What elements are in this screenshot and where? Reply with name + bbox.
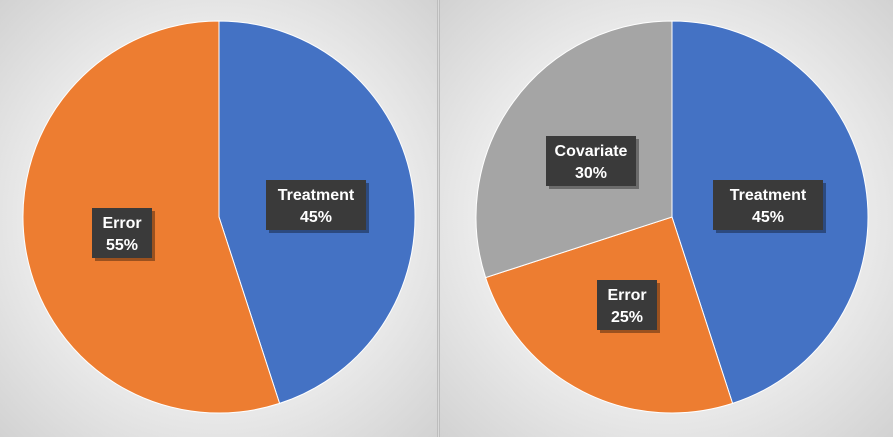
data-label-category: Treatment [278, 187, 355, 204]
data-label-value: 30% [575, 165, 607, 182]
pie-chart-left: Treatment 45% Error 55% [22, 20, 416, 414]
data-label-category: Treatment [730, 187, 807, 204]
data-label-value: 25% [611, 309, 643, 326]
data-label-error: Error 55% [92, 208, 155, 261]
data-label-category: Error [102, 215, 141, 232]
data-label-treatment: Treatment 45% [713, 180, 826, 233]
data-label-category: Error [607, 287, 646, 304]
data-label-error: Error 25% [597, 280, 660, 333]
pie-chart-left-panel: Treatment 45% Error 55% [0, 0, 438, 437]
data-label-value: 45% [300, 209, 332, 226]
pie-chart-right: Treatment 45% Error 25% Covariate 30% [475, 20, 869, 414]
data-label-value: 45% [752, 209, 784, 226]
data-label-value: 55% [106, 237, 138, 254]
pie-chart-right-panel: Treatment 45% Error 25% Covariate 30% [439, 0, 893, 437]
data-label-category: Covariate [555, 143, 628, 160]
data-label-treatment: Treatment 45% [266, 180, 369, 233]
data-label-covariate: Covariate 30% [546, 136, 639, 189]
